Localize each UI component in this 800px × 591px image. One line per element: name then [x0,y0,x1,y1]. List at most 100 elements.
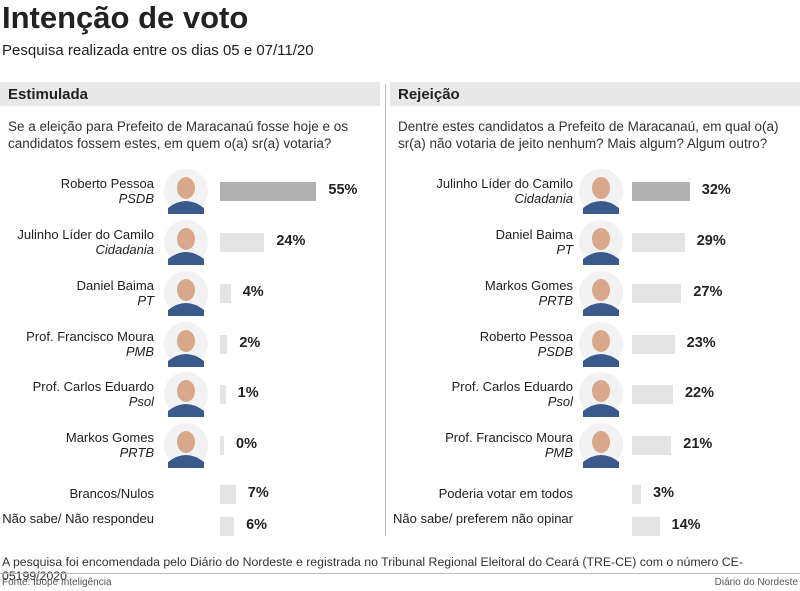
question: Dentre estes candidatos a Prefeito de Ma… [398,119,779,151]
bar [632,335,675,354]
bar [632,436,672,455]
value-label: 0% [236,436,257,452]
bar [220,485,236,504]
category-label: Roberto Pessoa PSDB [480,329,573,359]
value-label: 14% [671,517,701,533]
category-label: Prof. Francisco Moura PMB [26,329,154,359]
avatar [164,423,208,468]
bar [632,517,660,536]
category-label: Prof. Francisco Moura PMB [445,430,573,460]
bar [220,385,226,404]
value-label: 21% [683,436,713,452]
bar [632,385,673,404]
candidate-name: Prof. Carlos Eduardo [32,379,154,394]
value-label: 22% [684,385,714,401]
candidate-name: Não sabe/ Não respondeu [2,511,154,526]
value-label: 3% [653,485,674,501]
value-label: 32% [701,182,731,198]
candidate-name: Prof. Francisco Moura [445,430,573,445]
bar [220,284,231,303]
avatar [164,322,208,367]
category-label: Markos Gomes PRTB [66,430,154,460]
party: Psol [128,394,154,409]
value-label: 1% [237,385,259,401]
candidate-name: Prof. Francisco Moura [26,329,154,344]
avatar [164,372,208,417]
subtitle: Pesquisa realizada entre os dias 05 e 07… [2,42,314,59]
panel-title: Estimulada [0,82,380,106]
candidate-name: Roberto Pessoa [479,329,573,344]
category-label: Brancos/Nulos [69,486,154,501]
bar [220,335,228,354]
bar [220,182,317,201]
party: PMB [125,344,154,359]
category-label: Julinho Líder do Camilo Cidadania [436,176,573,206]
bar [220,233,265,252]
value-label: 24% [276,233,306,249]
candidate-name: Daniel Baima [76,278,154,293]
category-label: Poderia votar em todos [439,486,573,501]
party: PT [137,293,154,308]
avatar [579,271,623,316]
candidate-name: Julinho Líder do Camilo [17,227,154,242]
candidate-name: Markos Gomes [484,278,573,293]
value-label: 6% [246,517,268,533]
value-label: 7% [247,485,269,501]
value-label: 55% [328,182,358,198]
party: PRTB [119,445,154,460]
party: Cidadania [514,191,573,206]
avatar [579,423,623,468]
candidate-name: Markos Gomes [65,430,154,445]
candidate-name: Não sabe/ preferem não opinar [393,511,573,526]
party: Cidadania [95,242,154,257]
avatar [164,271,208,316]
category-label: Daniel Baima PT [77,278,154,308]
rule [0,573,800,574]
question: Se a eleição para Prefeito de Maracanaú … [8,119,348,151]
party: PMB [544,445,573,460]
avatar [164,169,208,214]
candidate-name: Daniel Baima [495,227,573,242]
category-label: Prof. Carlos Eduardo Psol [33,379,154,409]
panel: Rejeição Dentre estes candidatos a Prefei… [390,82,800,537]
panel: Estimulada Se a eleição para Prefeito de … [0,82,380,537]
bar [632,284,682,303]
title: Intenção de voto [2,0,249,35]
bar [632,485,642,504]
candidate-name: Poderia votar em todos [438,486,573,501]
value-label: 27% [693,284,723,300]
source: Fonte: Ibope Inteligência [2,577,112,588]
value-label: 29% [696,233,726,249]
category-label: Não sabe/ Não respondeu [2,511,154,526]
avatar [579,372,623,417]
value-label: 2% [239,335,261,351]
category-label: Daniel Baima PT [496,227,573,257]
category-label: Roberto Pessoa PSDB [61,176,154,206]
party: PSDB [118,191,154,206]
value-label: 4% [242,284,264,300]
bar [220,517,235,536]
value-label: 23% [686,335,716,351]
party: PRTB [538,293,573,308]
party: PT [556,242,573,257]
panel-title: Rejeição [390,82,800,106]
avatar [579,169,623,214]
bar [632,182,690,201]
avatar [164,220,208,265]
avatar [579,322,623,367]
note: A pesquisa foi encomendada pelo Diário d… [2,555,743,583]
category-label: Julinho Líder do Camilo Cidadania [17,227,154,257]
candidate-name: Julinho Líder do Camilo [436,176,573,191]
bar [220,436,224,455]
candidate-name: Brancos/Nulos [69,486,154,501]
bar [632,233,685,252]
credit: Diário do Nordeste [714,577,798,588]
avatar [579,220,623,265]
candidate-name: Prof. Carlos Eduardo [451,379,573,394]
candidate-name: Roberto Pessoa [60,176,154,191]
category-label: Não sabe/ preferem não opinar [393,511,573,526]
party: Psol [547,394,573,409]
category-label: Prof. Carlos Eduardo Psol [452,379,573,409]
category-label: Markos Gomes PRTB [485,278,573,308]
